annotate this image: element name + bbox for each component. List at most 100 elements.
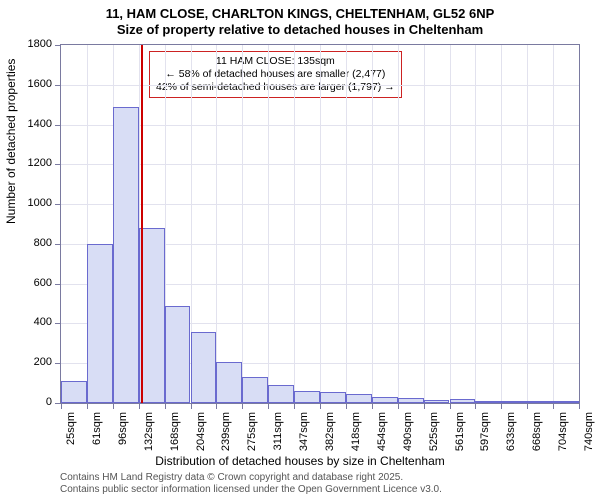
xtick-mark (372, 404, 373, 409)
gridline-v (294, 45, 295, 403)
histogram-bar (216, 362, 242, 403)
gridline-v (475, 45, 476, 403)
xtick-label: 347sqm (298, 412, 310, 472)
gridline-v (216, 45, 217, 403)
gridline-v (553, 45, 554, 403)
histogram-bar (346, 394, 372, 403)
xtick-mark (113, 404, 114, 409)
xtick-mark (216, 404, 217, 409)
gridline-v (372, 45, 373, 403)
xtick-mark (294, 404, 295, 409)
ytick-label: 400 (12, 316, 52, 328)
ytick-label: 1800 (12, 38, 52, 50)
chart-container: 11, HAM CLOSE, CHARLTON KINGS, CHELTENHA… (0, 0, 600, 500)
gridline-v (268, 45, 269, 403)
xtick-label: 382sqm (324, 412, 336, 472)
xtick-label: 61sqm (91, 412, 103, 472)
histogram-bar (450, 399, 476, 403)
xtick-mark (242, 404, 243, 409)
histogram-bar (268, 385, 294, 403)
gridline-v (501, 45, 502, 403)
ytick-mark (55, 284, 60, 285)
xtick-label: 96sqm (117, 412, 129, 472)
gridline-v (527, 45, 528, 403)
ytick-label: 1200 (12, 157, 52, 169)
histogram-bar (553, 401, 579, 403)
xtick-mark (191, 404, 192, 409)
xtick-label: 525sqm (428, 412, 440, 472)
xtick-label: 239sqm (220, 412, 232, 472)
gridline-v (424, 45, 425, 403)
footer-attribution: Contains HM Land Registry data © Crown c… (60, 472, 442, 496)
ytick-label: 1600 (12, 78, 52, 90)
ytick-mark (55, 45, 60, 46)
ytick-mark (55, 323, 60, 324)
xtick-mark (139, 404, 140, 409)
gridline-v (346, 45, 347, 403)
xtick-label: 490sqm (402, 412, 414, 472)
reference-line (141, 45, 143, 403)
histogram-bar (61, 381, 87, 403)
xtick-mark (87, 404, 88, 409)
xtick-mark (450, 404, 451, 409)
histogram-bar (475, 401, 501, 403)
xtick-label: 633sqm (505, 412, 517, 472)
histogram-bar (424, 400, 450, 403)
xtick-label: 311sqm (272, 412, 284, 472)
gridline-v (242, 45, 243, 403)
xtick-label: 168sqm (169, 412, 181, 472)
gridline-v (398, 45, 399, 403)
xtick-mark (346, 404, 347, 409)
histogram-bar (113, 107, 139, 403)
histogram-bar (320, 392, 346, 403)
xtick-mark (424, 404, 425, 409)
info-box-line1: 11 HAM CLOSE: 135sqm (156, 55, 395, 68)
xtick-mark (527, 404, 528, 409)
histogram-bar (527, 401, 553, 403)
histogram-bar (501, 401, 527, 403)
xtick-label: 25sqm (65, 412, 77, 472)
info-box-line3: 42% of semi-detached houses are larger (… (156, 81, 395, 94)
info-box: 11 HAM CLOSE: 135sqm ← 58% of detached h… (149, 51, 402, 98)
ytick-mark (55, 164, 60, 165)
xtick-mark (398, 404, 399, 409)
chart-title: 11, HAM CLOSE, CHARLTON KINGS, CHELTENHA… (0, 6, 600, 21)
chart-subtitle: Size of property relative to detached ho… (0, 22, 600, 37)
ytick-label: 200 (12, 356, 52, 368)
ytick-mark (55, 403, 60, 404)
histogram-bar (242, 377, 268, 403)
footer-line1: Contains HM Land Registry data © Crown c… (60, 472, 442, 484)
ytick-label: 0 (12, 396, 52, 408)
xtick-mark (268, 404, 269, 409)
histogram-bar (87, 244, 113, 403)
xtick-label: 740sqm (583, 412, 595, 472)
xtick-label: 204sqm (195, 412, 207, 472)
ytick-label: 600 (12, 277, 52, 289)
xtick-label: 275sqm (246, 412, 258, 472)
ytick-mark (55, 244, 60, 245)
xtick-label: 561sqm (454, 412, 466, 472)
histogram-bar (294, 391, 320, 403)
xtick-label: 454sqm (376, 412, 388, 472)
xtick-mark (501, 404, 502, 409)
histogram-bar (191, 332, 217, 403)
histogram-bar (165, 306, 191, 403)
xtick-label: 418sqm (350, 412, 362, 472)
xtick-mark (61, 404, 62, 409)
gridline-v (320, 45, 321, 403)
gridline-v (450, 45, 451, 403)
histogram-bar (372, 397, 398, 403)
xtick-mark (553, 404, 554, 409)
ytick-mark (55, 85, 60, 86)
histogram-bar (398, 398, 424, 403)
info-box-line2: ← 58% of detached houses are smaller (2,… (156, 68, 395, 81)
xtick-label: 704sqm (557, 412, 569, 472)
plot-area: 11 HAM CLOSE: 135sqm ← 58% of detached h… (60, 44, 580, 404)
xtick-label: 597sqm (479, 412, 491, 472)
xtick-label: 132sqm (143, 412, 155, 472)
footer-line2: Contains public sector information licen… (60, 484, 442, 496)
xtick-label: 668sqm (531, 412, 543, 472)
ytick-mark (55, 363, 60, 364)
xtick-mark (475, 404, 476, 409)
ytick-label: 800 (12, 237, 52, 249)
